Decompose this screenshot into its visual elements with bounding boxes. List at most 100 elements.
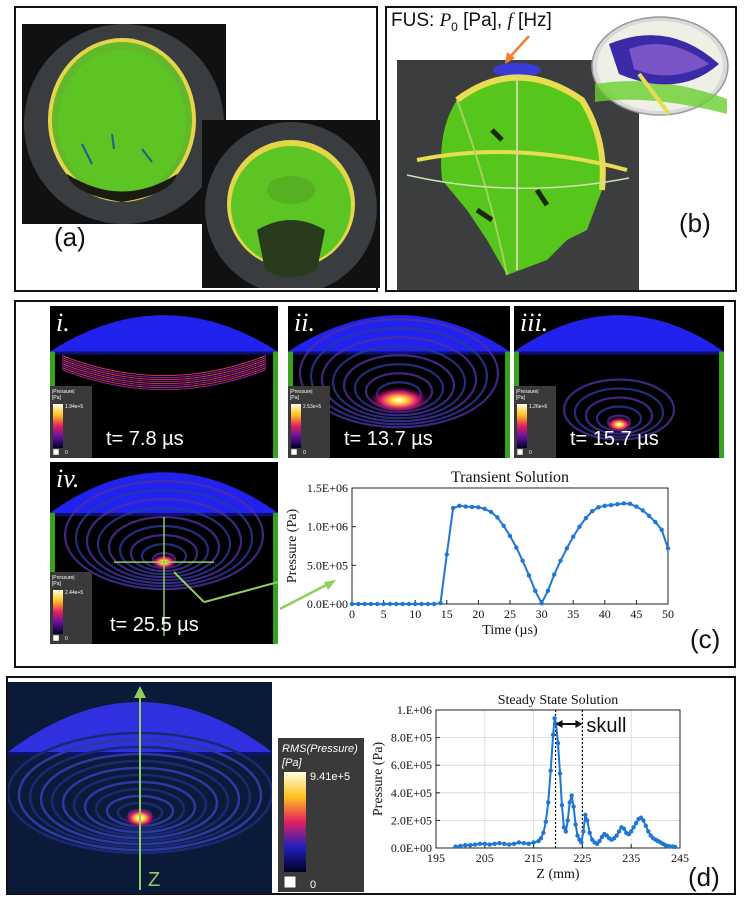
snapshot-time-label: t= 13.7 µs — [344, 428, 433, 450]
data-point — [444, 552, 449, 557]
snapshot-canvas: |Pressure|[Pa]2.44e+5 0 — [50, 472, 278, 644]
y-tick-label: 6.0E+05 — [391, 758, 432, 772]
data-point — [450, 505, 456, 511]
data-point — [621, 501, 626, 506]
data-point — [400, 601, 405, 607]
transient-chart: 0 5 10 15 20 25 30 35 40 45 50 0.0E+00 5.0E+05 1.0E+0… — [280, 469, 674, 638]
reset-icon — [516, 448, 524, 456]
data-point — [561, 825, 567, 830]
fus-caption: FUS: P0 [Pa], f [Hz] — [391, 10, 552, 34]
y-tick-label: 8.0E+05 — [391, 731, 432, 745]
y-tick-label: 4.0E+05 — [391, 786, 432, 800]
data-point — [394, 601, 399, 607]
data-point — [495, 515, 500, 520]
pointer-arrow-line — [280, 580, 333, 611]
x-tick-label: 35 — [567, 607, 579, 621]
colorbar-max: 1.94e+5 — [65, 404, 83, 410]
colorbar-title: |Pressure| — [516, 389, 539, 395]
colorbar-min: 0 — [303, 450, 306, 456]
reset-icon — [52, 448, 60, 456]
axial-slice-bottom — [202, 120, 380, 288]
data-point — [587, 830, 592, 836]
colorbar-min: 0 — [310, 879, 316, 891]
arrow-left-icon — [555, 720, 563, 728]
z-axis-label: Z — [148, 869, 160, 891]
colorbar-min: 0 — [65, 450, 68, 456]
colorbar-max: 2.44e+5 — [65, 590, 83, 596]
transducer-dome — [514, 315, 724, 352]
data-point — [564, 546, 570, 551]
chart-title: Steady State Solution — [498, 693, 619, 708]
steady-colorbar-box: RMS(Pressure) [Pa] 9.41e+5 0 — [278, 738, 364, 892]
data-point — [548, 768, 553, 773]
colorbar: |Pressure|[Pa]2.44e+5 0 — [50, 572, 92, 644]
colorbar-unit: [Pa] — [290, 395, 300, 401]
data-point — [472, 842, 478, 847]
steady-chart: 195 205 215 225 235 245 0.0E+00 2.0E+05 4.0E+05 6… — [371, 693, 689, 882]
y-tick-label: 5.0E+05 — [307, 558, 348, 572]
snapshot-time-label: t= 15.7 µs — [570, 428, 659, 450]
x-tick-label: 40 — [599, 607, 611, 621]
data-point — [550, 732, 556, 738]
transducer-shape — [493, 63, 541, 77]
colorbar-max: 9.41e+5 — [310, 771, 350, 783]
data-point — [545, 588, 551, 594]
data-point — [665, 546, 671, 551]
series-line — [352, 502, 669, 606]
data-point — [631, 825, 636, 830]
colorbar-min: 0 — [529, 450, 532, 456]
data-point — [563, 829, 569, 834]
data-point — [616, 829, 622, 834]
colorbar-unit: [Pa] — [52, 581, 62, 587]
data-point — [531, 840, 536, 845]
data-point — [413, 601, 418, 607]
snapshot-roman-label: iii. — [520, 308, 549, 337]
data-point — [597, 838, 602, 844]
data-point — [526, 841, 531, 847]
snapshot-roman-label: ii. — [294, 308, 315, 337]
data-point — [581, 829, 586, 834]
data-point — [368, 601, 374, 607]
colorbar-unit: [Pa] — [52, 395, 62, 401]
transducer-zoom-inset — [591, 16, 729, 116]
snapshot-i: |Pressure| [Pa] 1.94e+5 0 i. t= 7.8 µs — [50, 306, 278, 458]
x-tick-label: 5 — [381, 607, 387, 621]
data-point — [579, 840, 584, 845]
data-point — [573, 822, 578, 827]
data-point — [555, 740, 561, 746]
data-point — [349, 601, 355, 607]
x-tick-label: 225 — [573, 851, 591, 865]
data-point — [538, 836, 544, 841]
colorbar-title: RMS(Pressure) — [282, 743, 358, 755]
data-point — [614, 833, 619, 838]
colorbar: |Pressure|[Pa]1.94e+5 0 — [50, 386, 92, 458]
x-tick-label: 245 — [671, 851, 689, 865]
data-point — [463, 504, 468, 509]
data-point — [565, 818, 570, 823]
arrow-right-icon — [575, 720, 583, 728]
colorbar-min: 0 — [65, 636, 68, 642]
data-point — [552, 572, 557, 577]
data-point — [477, 841, 483, 847]
y-axis-label: Pressure (Pa) — [371, 742, 386, 817]
data-point — [533, 588, 538, 594]
data-point — [633, 820, 639, 826]
colorbar-max: 1.26e+6 — [529, 404, 547, 410]
focal-spot — [367, 386, 431, 415]
data-point — [672, 844, 678, 850]
y-tick-label: 0.0E+00 — [391, 841, 432, 855]
data-point — [577, 524, 582, 529]
snapshot-canvas: |Pressure|[Pa]2.53e+5 0 — [288, 315, 510, 458]
chart-title: Transient Solution — [451, 469, 569, 486]
transducer-dome — [288, 315, 510, 352]
data-point — [362, 601, 367, 607]
x-tick-label: 235 — [622, 851, 640, 865]
y-tick-label: 0.0E+00 — [307, 597, 348, 611]
data-point — [387, 601, 393, 607]
snapshot-iv: |Pressure| [Pa] 2.44e+5 0 iv. t= 25.5 µs — [50, 462, 278, 644]
data-point — [458, 843, 463, 849]
x-tick-label: 20 — [472, 607, 484, 621]
skull-annotation: skull — [586, 715, 626, 737]
data-point — [425, 601, 431, 607]
data-point — [463, 843, 468, 848]
